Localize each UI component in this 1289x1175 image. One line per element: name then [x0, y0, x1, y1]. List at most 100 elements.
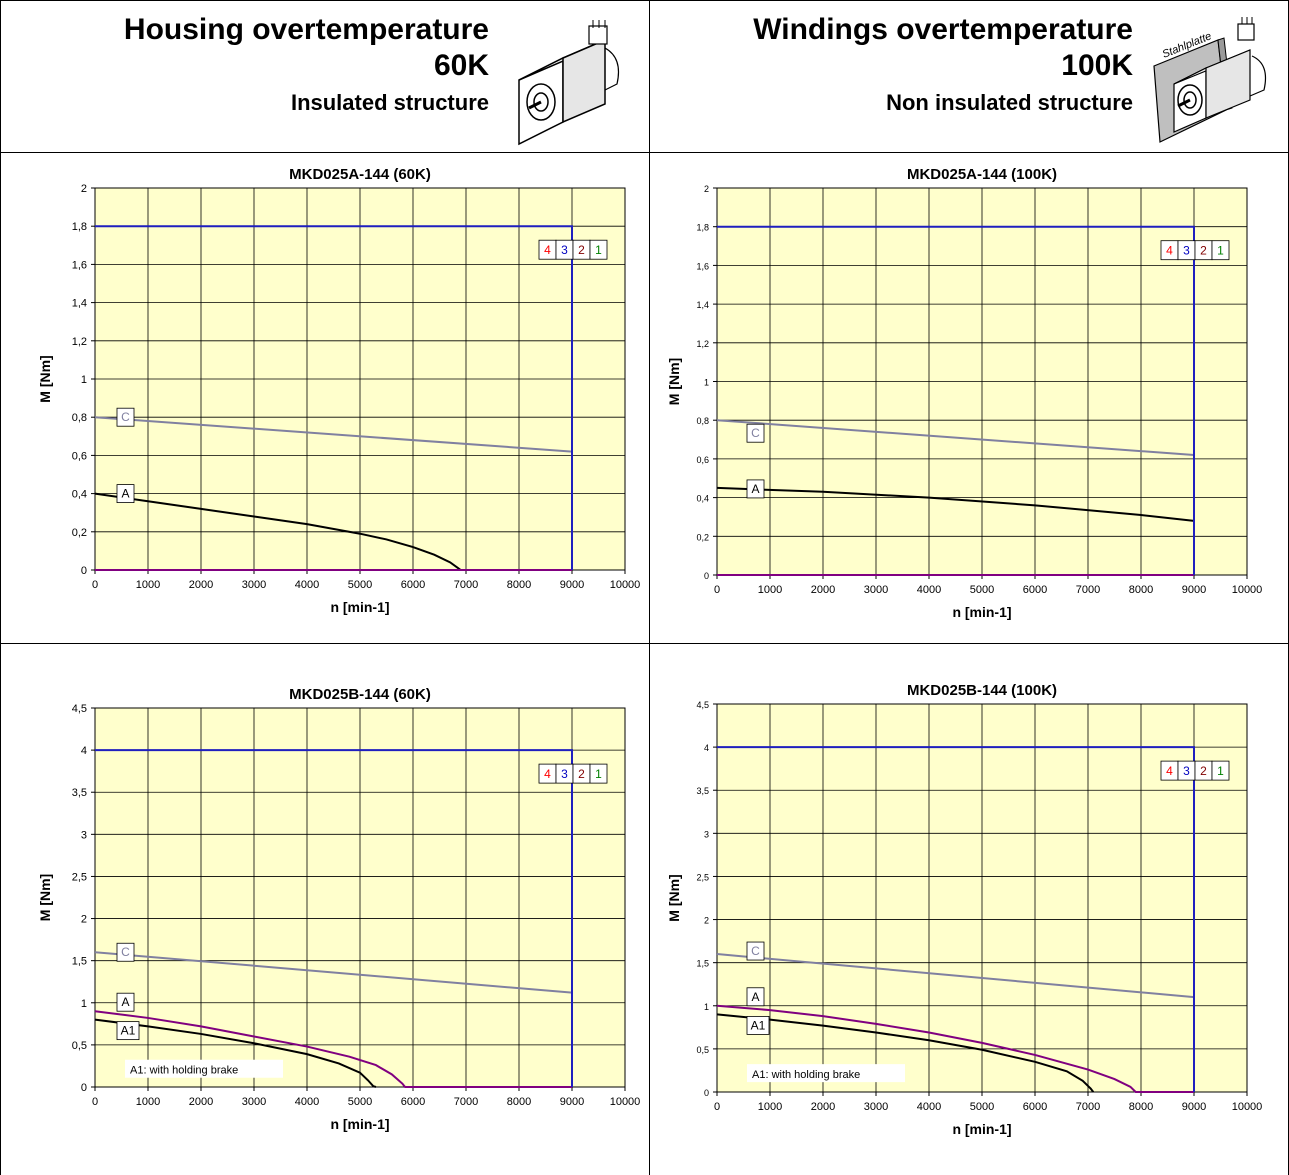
x-tick-label: 10000 — [610, 579, 641, 591]
grid-border-header — [0, 152, 1289, 153]
y-tick-label: 0,8 — [696, 416, 709, 426]
curve-name-box — [746, 479, 765, 499]
curve-name-box — [116, 992, 135, 1012]
curve-a — [94, 1010, 572, 1088]
chart-mkd025a-60k: MKD025A-144 (60K) 0 1000 2000 3000 4000 5000 60… — [37, 166, 641, 615]
x-tick-label: 9000 — [560, 1096, 584, 1108]
chart-title: MKD025A-144 (60K) — [289, 166, 431, 183]
header-left-subtitle: Insulated structure — [290, 90, 489, 115]
annotation-box — [747, 1064, 905, 1083]
x-tick-label: 2000 — [811, 1101, 835, 1113]
x-tick-label: 0 — [714, 1101, 720, 1113]
limit-curve — [717, 225, 1195, 575]
curve-number-label: 2 — [578, 243, 585, 257]
curve-number-label: 2 — [578, 767, 585, 781]
y-axis-label: M [Nm] — [666, 874, 682, 921]
x-tick-label: 8000 — [1129, 584, 1153, 596]
y-tick-label: 4 — [704, 743, 709, 753]
curve-number-box — [589, 763, 608, 784]
y-tick-label: 0 — [81, 1082, 87, 1094]
curve-name-label: A1 — [121, 1024, 136, 1038]
curve-name-box — [116, 484, 135, 504]
curve-c — [94, 951, 573, 994]
y-tick-label: 3 — [704, 829, 709, 839]
curve-name-box — [746, 987, 765, 1007]
curve-number-label: 3 — [561, 767, 568, 781]
motor-steel-plate-icon: Stahlplatte — [1153, 17, 1267, 143]
curve-a1 — [716, 1013, 1095, 1093]
curve-name-label: C — [121, 410, 130, 424]
x-tick-label: 3000 — [864, 1101, 888, 1113]
curve-name-label: C — [751, 426, 760, 440]
y-tick-label: 0,5 — [72, 1040, 87, 1052]
header-left-value: 60K — [433, 49, 489, 82]
x-tick-label: 7000 — [1076, 1101, 1100, 1113]
y-tick-label: 0 — [704, 571, 709, 581]
y-tick-label: 4,5 — [696, 700, 709, 710]
curve-number-label: 1 — [595, 767, 602, 781]
annotation-text: A1: with holding brake — [752, 1069, 860, 1081]
curve-a1 — [94, 1018, 377, 1088]
chart-title: MKD025B-144 (60K) — [289, 686, 431, 703]
y-tick-label: 2 — [81, 183, 87, 195]
x-tick-label: 5000 — [348, 579, 372, 591]
x-tick-label: 2000 — [189, 579, 213, 591]
grid-border-top — [0, 0, 1289, 1]
x-tick-label: 3000 — [864, 584, 888, 596]
curve-name-box — [116, 407, 135, 427]
curve-number-box — [1211, 760, 1230, 781]
grid-border-middle — [0, 643, 1289, 644]
limit-curve — [95, 749, 573, 1087]
motor-insulated-icon — [518, 20, 620, 146]
y-axis-label: M [Nm] — [37, 355, 53, 402]
chart-title: MKD025A-144 (100K) — [907, 166, 1057, 183]
y-tick-label: 2 — [704, 184, 709, 194]
y-tick-label: 0,2 — [72, 527, 87, 539]
curve-number-label: 2 — [1200, 764, 1207, 778]
x-tick-label: 8000 — [507, 579, 531, 591]
header-right-title: Windings overtemperature — [753, 13, 1133, 46]
x-tick-label: 6000 — [1023, 584, 1047, 596]
curve-number-label: 4 — [1166, 244, 1173, 258]
curve-number-label: 3 — [1183, 764, 1190, 778]
curve-name-box — [746, 1015, 770, 1035]
y-tick-label: 4 — [81, 745, 87, 757]
curve-name-box — [116, 942, 135, 962]
limit-curve — [95, 225, 573, 570]
curve-number-label: 2 — [1200, 244, 1207, 258]
y-tick-label: 0 — [81, 565, 87, 577]
curve-number-box — [1211, 240, 1230, 261]
x-tick-label: 3000 — [242, 579, 266, 591]
x-tick-label: 1000 — [758, 1101, 782, 1113]
x-tick-label: 4000 — [917, 1101, 941, 1113]
y-tick-label: 2,5 — [696, 872, 709, 882]
curve-name-box — [116, 1021, 140, 1041]
header-right: Windings overtemperature 100K Non insula… — [650, 0, 1288, 152]
grid-border-left — [0, 0, 1, 1175]
y-tick-label: 1,4 — [696, 300, 709, 310]
curve-name-label: C — [751, 944, 760, 958]
x-tick-label: 0 — [714, 584, 720, 596]
x-tick-label: 1000 — [136, 579, 160, 591]
y-tick-label: 1 — [81, 374, 87, 386]
y-tick-label: 4,5 — [72, 703, 87, 715]
curve-number-label: 3 — [1183, 244, 1190, 258]
grid-border-center — [649, 0, 650, 1175]
curve-number-label: 4 — [544, 767, 551, 781]
header-right-subtitle: Non insulated structure — [886, 90, 1133, 115]
y-tick-label: 1,6 — [696, 261, 709, 271]
y-tick-label: 3,5 — [72, 787, 87, 799]
curve-number-label: 3 — [561, 243, 568, 257]
x-axis-label: n [min-1] — [330, 599, 389, 615]
chart-mkd025a-100k: MKD025A-144 (100K) 0 1000 2000 3000 4000 5000 6… — [666, 166, 1262, 620]
header-left-title: Housing overtemperature — [123, 13, 489, 46]
curve-c — [94, 416, 573, 453]
y-tick-label: 0,5 — [696, 1045, 709, 1055]
x-tick-label: 8000 — [507, 1096, 531, 1108]
x-tick-label: 4000 — [295, 579, 319, 591]
curve-a — [716, 1004, 1194, 1093]
y-axis-label: M [Nm] — [666, 358, 682, 405]
y-tick-label: 1,8 — [696, 223, 709, 233]
x-tick-label: 3000 — [242, 1096, 266, 1108]
curve-number-box — [589, 239, 608, 260]
